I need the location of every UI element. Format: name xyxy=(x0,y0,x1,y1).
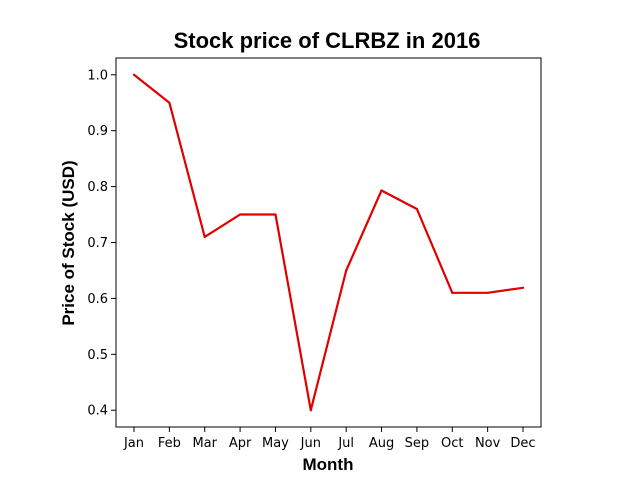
series-layer xyxy=(132,73,525,412)
data-point xyxy=(345,269,348,272)
x-tick-label: Jul xyxy=(337,436,354,451)
data-point xyxy=(238,213,242,216)
y-axis: 0.4 0.5 0.6 0.7 0.8 0.9 1.0 xyxy=(87,68,116,419)
data-point xyxy=(521,286,525,289)
y-tick-label: 0.6 xyxy=(87,292,108,307)
x-tick-label: Dec xyxy=(510,436,535,451)
x-tick-label: Mar xyxy=(192,436,217,451)
x-axis: Jan Feb Mar Apr May Jun Jul Aug Sep Oct Nov Dec xyxy=(123,427,536,451)
x-tick-label: Aug xyxy=(369,436,394,451)
data-point xyxy=(380,189,383,192)
data-point xyxy=(451,291,454,294)
chart-title: Stock price of CLRBZ in 2016 xyxy=(174,28,481,53)
x-tick-label: Apr xyxy=(229,436,252,451)
series-line xyxy=(133,73,524,412)
x-tick-label: Oct xyxy=(441,436,463,451)
data-point xyxy=(203,235,206,239)
data-point xyxy=(274,213,277,216)
plot-area xyxy=(115,57,542,428)
data-point xyxy=(309,409,312,412)
y-axis-label: Price of Stock (USD) xyxy=(59,160,78,325)
x-tick-label: May xyxy=(262,436,289,451)
y-tick-label: 0.7 xyxy=(87,236,108,251)
y-tick-label: 0.4 xyxy=(87,404,108,419)
x-axis-label: Month xyxy=(303,455,354,474)
data-point xyxy=(132,73,136,76)
y-tick-label: 0.8 xyxy=(87,180,108,195)
y-tick-label: 0.9 xyxy=(87,124,108,139)
x-tick-label: Sep xyxy=(405,436,430,451)
x-tick-label: Feb xyxy=(158,436,181,451)
y-tick-label: 0.5 xyxy=(87,348,108,363)
data-point xyxy=(168,101,171,104)
y-tick-label: 1.0 xyxy=(87,68,108,83)
data-point xyxy=(486,291,489,294)
x-tick-label: Jan xyxy=(123,436,144,451)
data-point xyxy=(415,207,419,211)
x-tick-label: Nov xyxy=(475,436,501,451)
x-tick-label: Jun xyxy=(300,436,321,451)
